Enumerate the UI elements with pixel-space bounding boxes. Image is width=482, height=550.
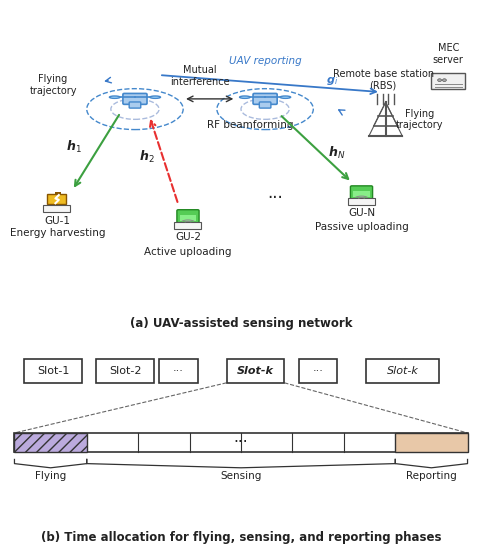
Text: (b) Time allocation for flying, sensing, and reporting phases: (b) Time allocation for flying, sensing,… [41, 531, 441, 544]
FancyBboxPatch shape [366, 359, 439, 383]
Text: Flying
trajectory: Flying trajectory [396, 108, 443, 130]
FancyBboxPatch shape [348, 199, 375, 205]
Text: $\boldsymbol{h}_1$: $\boldsymbol{h}_1$ [66, 139, 82, 155]
Text: $\boldsymbol{g}_i$: $\boldsymbol{g}_i$ [326, 75, 339, 87]
Text: Sensing: Sensing [220, 471, 262, 481]
Text: Flying
trajectory: Flying trajectory [29, 74, 77, 96]
Text: Slot-2: Slot-2 [109, 366, 142, 376]
Text: Reporting: Reporting [406, 471, 457, 481]
FancyBboxPatch shape [14, 433, 468, 453]
FancyBboxPatch shape [253, 94, 277, 104]
FancyBboxPatch shape [395, 433, 468, 453]
FancyBboxPatch shape [123, 94, 147, 104]
Text: Mutual
interference: Mutual interference [170, 65, 230, 87]
Text: RF beamforming: RF beamforming [207, 119, 294, 130]
Text: Slot-k: Slot-k [237, 366, 274, 376]
Circle shape [442, 79, 446, 81]
Ellipse shape [280, 96, 291, 98]
Ellipse shape [109, 96, 120, 98]
FancyBboxPatch shape [180, 215, 196, 221]
FancyBboxPatch shape [177, 210, 199, 223]
Text: Active uploading: Active uploading [144, 248, 232, 257]
Text: UAV reporting: UAV reporting [229, 57, 301, 67]
FancyBboxPatch shape [431, 73, 465, 89]
FancyBboxPatch shape [96, 359, 154, 383]
Text: Remote base station
(RBS): Remote base station (RBS) [333, 69, 434, 90]
Text: GU-1: GU-1 [45, 216, 71, 225]
Ellipse shape [240, 96, 250, 98]
FancyBboxPatch shape [174, 222, 201, 229]
Text: Slot-1: Slot-1 [37, 366, 69, 376]
Text: ···: ··· [173, 366, 184, 376]
Text: (a) UAV-assisted sensing network: (a) UAV-assisted sensing network [130, 317, 352, 331]
FancyBboxPatch shape [227, 359, 284, 383]
Text: GU-2: GU-2 [175, 232, 201, 242]
Text: MEC
server: MEC server [433, 43, 464, 65]
FancyBboxPatch shape [353, 191, 370, 197]
Text: Passive uploading: Passive uploading [315, 222, 408, 232]
FancyBboxPatch shape [55, 192, 61, 194]
FancyBboxPatch shape [24, 359, 82, 383]
FancyBboxPatch shape [14, 433, 87, 453]
Circle shape [438, 79, 442, 81]
Text: ···: ··· [267, 189, 282, 207]
Text: $\boldsymbol{h}_N$: $\boldsymbol{h}_N$ [328, 145, 345, 162]
Text: Flying: Flying [35, 471, 66, 481]
FancyBboxPatch shape [299, 359, 337, 383]
FancyBboxPatch shape [259, 102, 271, 108]
FancyBboxPatch shape [47, 194, 66, 204]
Text: Energy harvesting: Energy harvesting [10, 228, 106, 239]
FancyBboxPatch shape [159, 359, 198, 383]
FancyBboxPatch shape [129, 102, 141, 108]
FancyBboxPatch shape [350, 186, 373, 199]
Ellipse shape [150, 96, 161, 98]
Text: ···: ··· [234, 435, 248, 450]
Text: Slot-k: Slot-k [387, 366, 418, 376]
Text: $\boldsymbol{h}_2$: $\boldsymbol{h}_2$ [139, 149, 154, 165]
Text: GU-N: GU-N [348, 208, 375, 218]
FancyBboxPatch shape [43, 205, 70, 212]
Text: ···: ··· [313, 366, 323, 376]
